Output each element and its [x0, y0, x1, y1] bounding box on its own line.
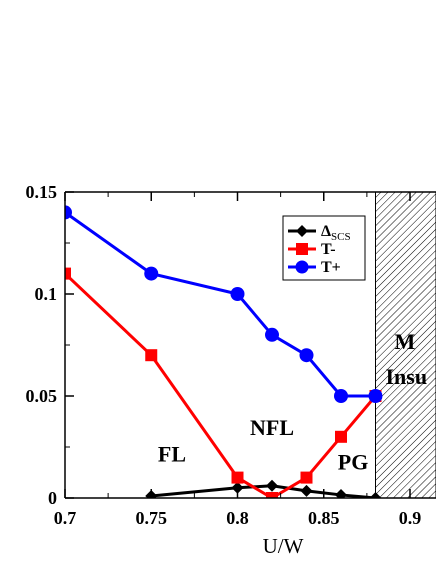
axis-ticks: 0.7 0.75 0.8 0.85 0.9 0 0.05 0.1 0.15: [26, 182, 422, 528]
data-point-s1-2: [231, 471, 244, 484]
y-tick-label-3: 0.15: [26, 182, 58, 202]
data-point-s1-4: [300, 471, 313, 484]
data-point-s1-5: [335, 430, 347, 443]
data-point-s2-3: [265, 327, 279, 342]
x-tick-label-3: 0.85: [308, 508, 340, 528]
insulator-label-line1: M: [394, 329, 415, 354]
data-point-s0-5: [369, 492, 382, 498]
region-labels: FL NFL PG: [158, 415, 368, 475]
data-point-s2-2: [230, 287, 245, 301]
x-tick-label-1: 0.75: [136, 508, 168, 528]
y-tick-label-0: 0: [48, 488, 57, 508]
data-point-s2-1: [144, 266, 159, 281]
legend-label-0: ΔSCS: [321, 223, 351, 243]
data-point-s2-5: [334, 389, 348, 403]
data-point-s2-6: [368, 389, 383, 403]
insulator-shaded-region: M Insu: [375, 191, 436, 499]
series-line-1: [65, 272, 377, 498]
x-tick-label-4: 0.9: [399, 508, 422, 528]
legend-label-2: T+: [321, 259, 341, 276]
insulator-label-line2: Insu: [386, 364, 428, 389]
legend-label-1: T-: [321, 241, 336, 258]
data-point-s1-0: [65, 267, 71, 280]
y-tick-label-2: 0.1: [35, 284, 58, 304]
data-point-s2-4: [299, 348, 314, 363]
x-axis-label: U/W: [263, 534, 304, 558]
region-label-fl: FL: [158, 441, 186, 466]
data-point-s0-2: [266, 479, 278, 492]
data-point-s0-1: [231, 481, 244, 494]
y-tick-label-1: 0.05: [26, 386, 58, 406]
data-point-s0-4: [335, 488, 347, 498]
series-lines: [65, 205, 383, 498]
legend-marker-0: [296, 225, 308, 237]
x-tick-label-0: 0.7: [54, 508, 77, 528]
data-point-s0-3: [300, 484, 313, 497]
x-tick-label-2: 0.8: [226, 508, 249, 528]
data-point-s1-1: [145, 349, 158, 362]
data-point-s1-3: [266, 492, 278, 498]
legend-marker-1: [296, 243, 308, 255]
region-label-pg: PG: [338, 449, 369, 474]
hatched-area: [375, 191, 436, 499]
legend-marker-2: [295, 260, 309, 274]
region-label-nfl: NFL: [250, 415, 294, 440]
data-point-s2-0: [65, 205, 72, 220]
